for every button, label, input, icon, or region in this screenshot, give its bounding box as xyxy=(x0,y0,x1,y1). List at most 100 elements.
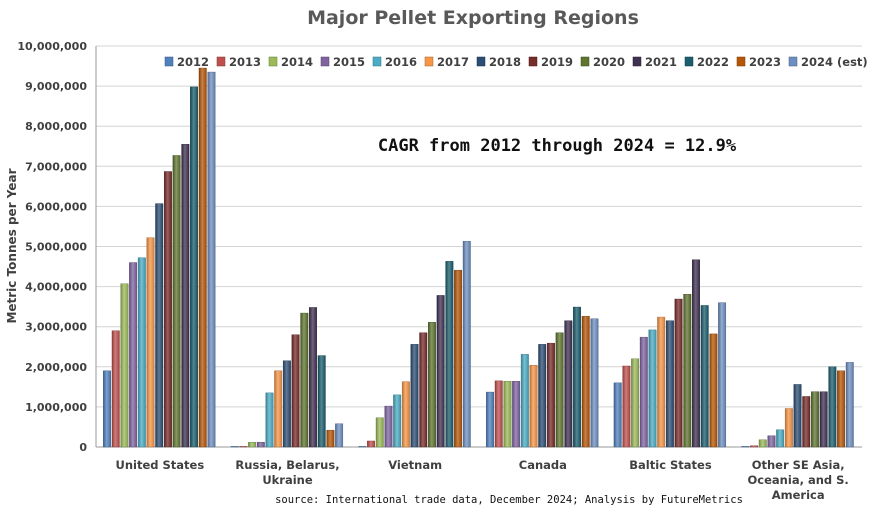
bar xyxy=(503,381,512,448)
bar xyxy=(819,391,828,448)
bar-2015-1 xyxy=(256,441,265,448)
bar xyxy=(758,439,767,448)
bar-2016-3 xyxy=(520,354,529,448)
bar xyxy=(358,446,367,448)
bar-2018-0 xyxy=(155,203,164,448)
bar xyxy=(767,435,776,448)
bar-2024-est-0 xyxy=(207,71,216,448)
bar xyxy=(793,384,802,448)
bar-2019-2 xyxy=(419,332,428,448)
bar-2016-0 xyxy=(137,257,146,448)
x-category-label: Russia, Belarus, Ukraine xyxy=(235,458,339,487)
bar-2021-3 xyxy=(564,320,573,448)
bar xyxy=(190,86,198,448)
bar-2012-1 xyxy=(230,446,239,448)
bar xyxy=(776,429,785,448)
bar-2014-2 xyxy=(375,417,384,448)
bar-2012-3 xyxy=(486,391,494,448)
bar-2014-3 xyxy=(503,381,512,448)
bar xyxy=(445,261,454,448)
legend-swatch xyxy=(736,56,746,67)
bar xyxy=(454,269,463,448)
legend-item: 2022 xyxy=(684,55,729,69)
cagr-annotation: CAGR from 2012 through 2024 = 12.9% xyxy=(378,136,737,156)
bar xyxy=(665,320,674,448)
bar-2015-3 xyxy=(512,381,521,448)
bar xyxy=(120,283,129,448)
bar xyxy=(573,306,581,448)
legend-item: 2018 xyxy=(476,55,521,69)
legend-swatch xyxy=(580,56,590,67)
bar-2022-4 xyxy=(700,305,709,448)
bar-2024-est-2 xyxy=(462,241,471,448)
bar-2020-1 xyxy=(300,312,309,448)
bar xyxy=(802,396,811,448)
bar xyxy=(784,408,793,448)
bar xyxy=(718,302,727,448)
bar xyxy=(674,298,683,448)
bar-2024-est-3 xyxy=(590,318,599,448)
bar xyxy=(520,354,529,448)
x-category-label: Canada xyxy=(519,458,567,472)
bar xyxy=(648,329,657,448)
bar xyxy=(300,312,309,448)
bar-2013-1 xyxy=(239,446,248,448)
axes xyxy=(95,46,862,448)
bar xyxy=(282,360,291,448)
bar xyxy=(546,342,555,448)
bar-2012-2 xyxy=(358,446,367,448)
bar xyxy=(384,405,393,448)
bar-2023-3 xyxy=(581,316,590,448)
bar-2022-5 xyxy=(828,366,837,448)
x-category-label: Other SE Asia, Oceania, and S. America xyxy=(748,458,849,502)
bar xyxy=(486,391,494,448)
category-labels: United States Russia, Belarus, Ukraine Viet… xyxy=(115,458,848,502)
bar xyxy=(837,370,846,448)
bar xyxy=(146,237,155,448)
bar xyxy=(291,334,300,448)
legend-label: 2021 xyxy=(645,55,677,69)
bar xyxy=(555,332,564,448)
legend-label: 2019 xyxy=(541,55,573,69)
bar-2013-2 xyxy=(367,440,376,448)
bar xyxy=(639,336,648,448)
bar-2014-5 xyxy=(758,439,767,448)
bar xyxy=(172,155,181,448)
bar xyxy=(683,294,692,448)
bar xyxy=(317,355,326,448)
legend-swatch xyxy=(372,56,382,67)
x-category-label: United States xyxy=(115,458,204,472)
bar-2024-est-1 xyxy=(335,423,344,448)
bar-2021-2 xyxy=(436,295,445,448)
bar-2022-0 xyxy=(190,86,198,448)
bar xyxy=(590,318,599,448)
bar xyxy=(811,391,819,448)
bar-2015-2 xyxy=(384,405,393,448)
legend-label: 2014 xyxy=(281,55,313,69)
bar-2014-0 xyxy=(120,283,129,448)
legend-swatch xyxy=(684,56,694,67)
bar xyxy=(631,358,640,448)
bar xyxy=(692,259,700,448)
bar-2022-3 xyxy=(573,306,581,448)
bar-2018-4 xyxy=(665,320,674,448)
bar xyxy=(265,392,274,448)
y-tick-label: 0 xyxy=(79,441,87,454)
bar-2013-0 xyxy=(111,330,120,448)
legend-item: 2016 xyxy=(372,55,417,69)
bar-2021-1 xyxy=(309,307,317,448)
bar-2020-0 xyxy=(172,155,181,448)
legend-label: 2024 (est) xyxy=(801,55,868,69)
bar xyxy=(828,366,837,448)
bar-2020-5 xyxy=(811,391,819,448)
y-tick-labels: 0 1,000,000 2,000,000 3,000,000 4,000,000 5,0… xyxy=(17,40,87,454)
y-tick-label: 1,000,000 xyxy=(25,401,87,414)
source-note: source: International trade data, Decemb… xyxy=(275,494,743,506)
bar xyxy=(401,381,410,448)
bar xyxy=(410,344,419,448)
legend-swatch xyxy=(216,56,226,67)
legend-item: 2019 xyxy=(528,55,573,69)
bar xyxy=(155,203,164,448)
bar xyxy=(111,330,120,448)
